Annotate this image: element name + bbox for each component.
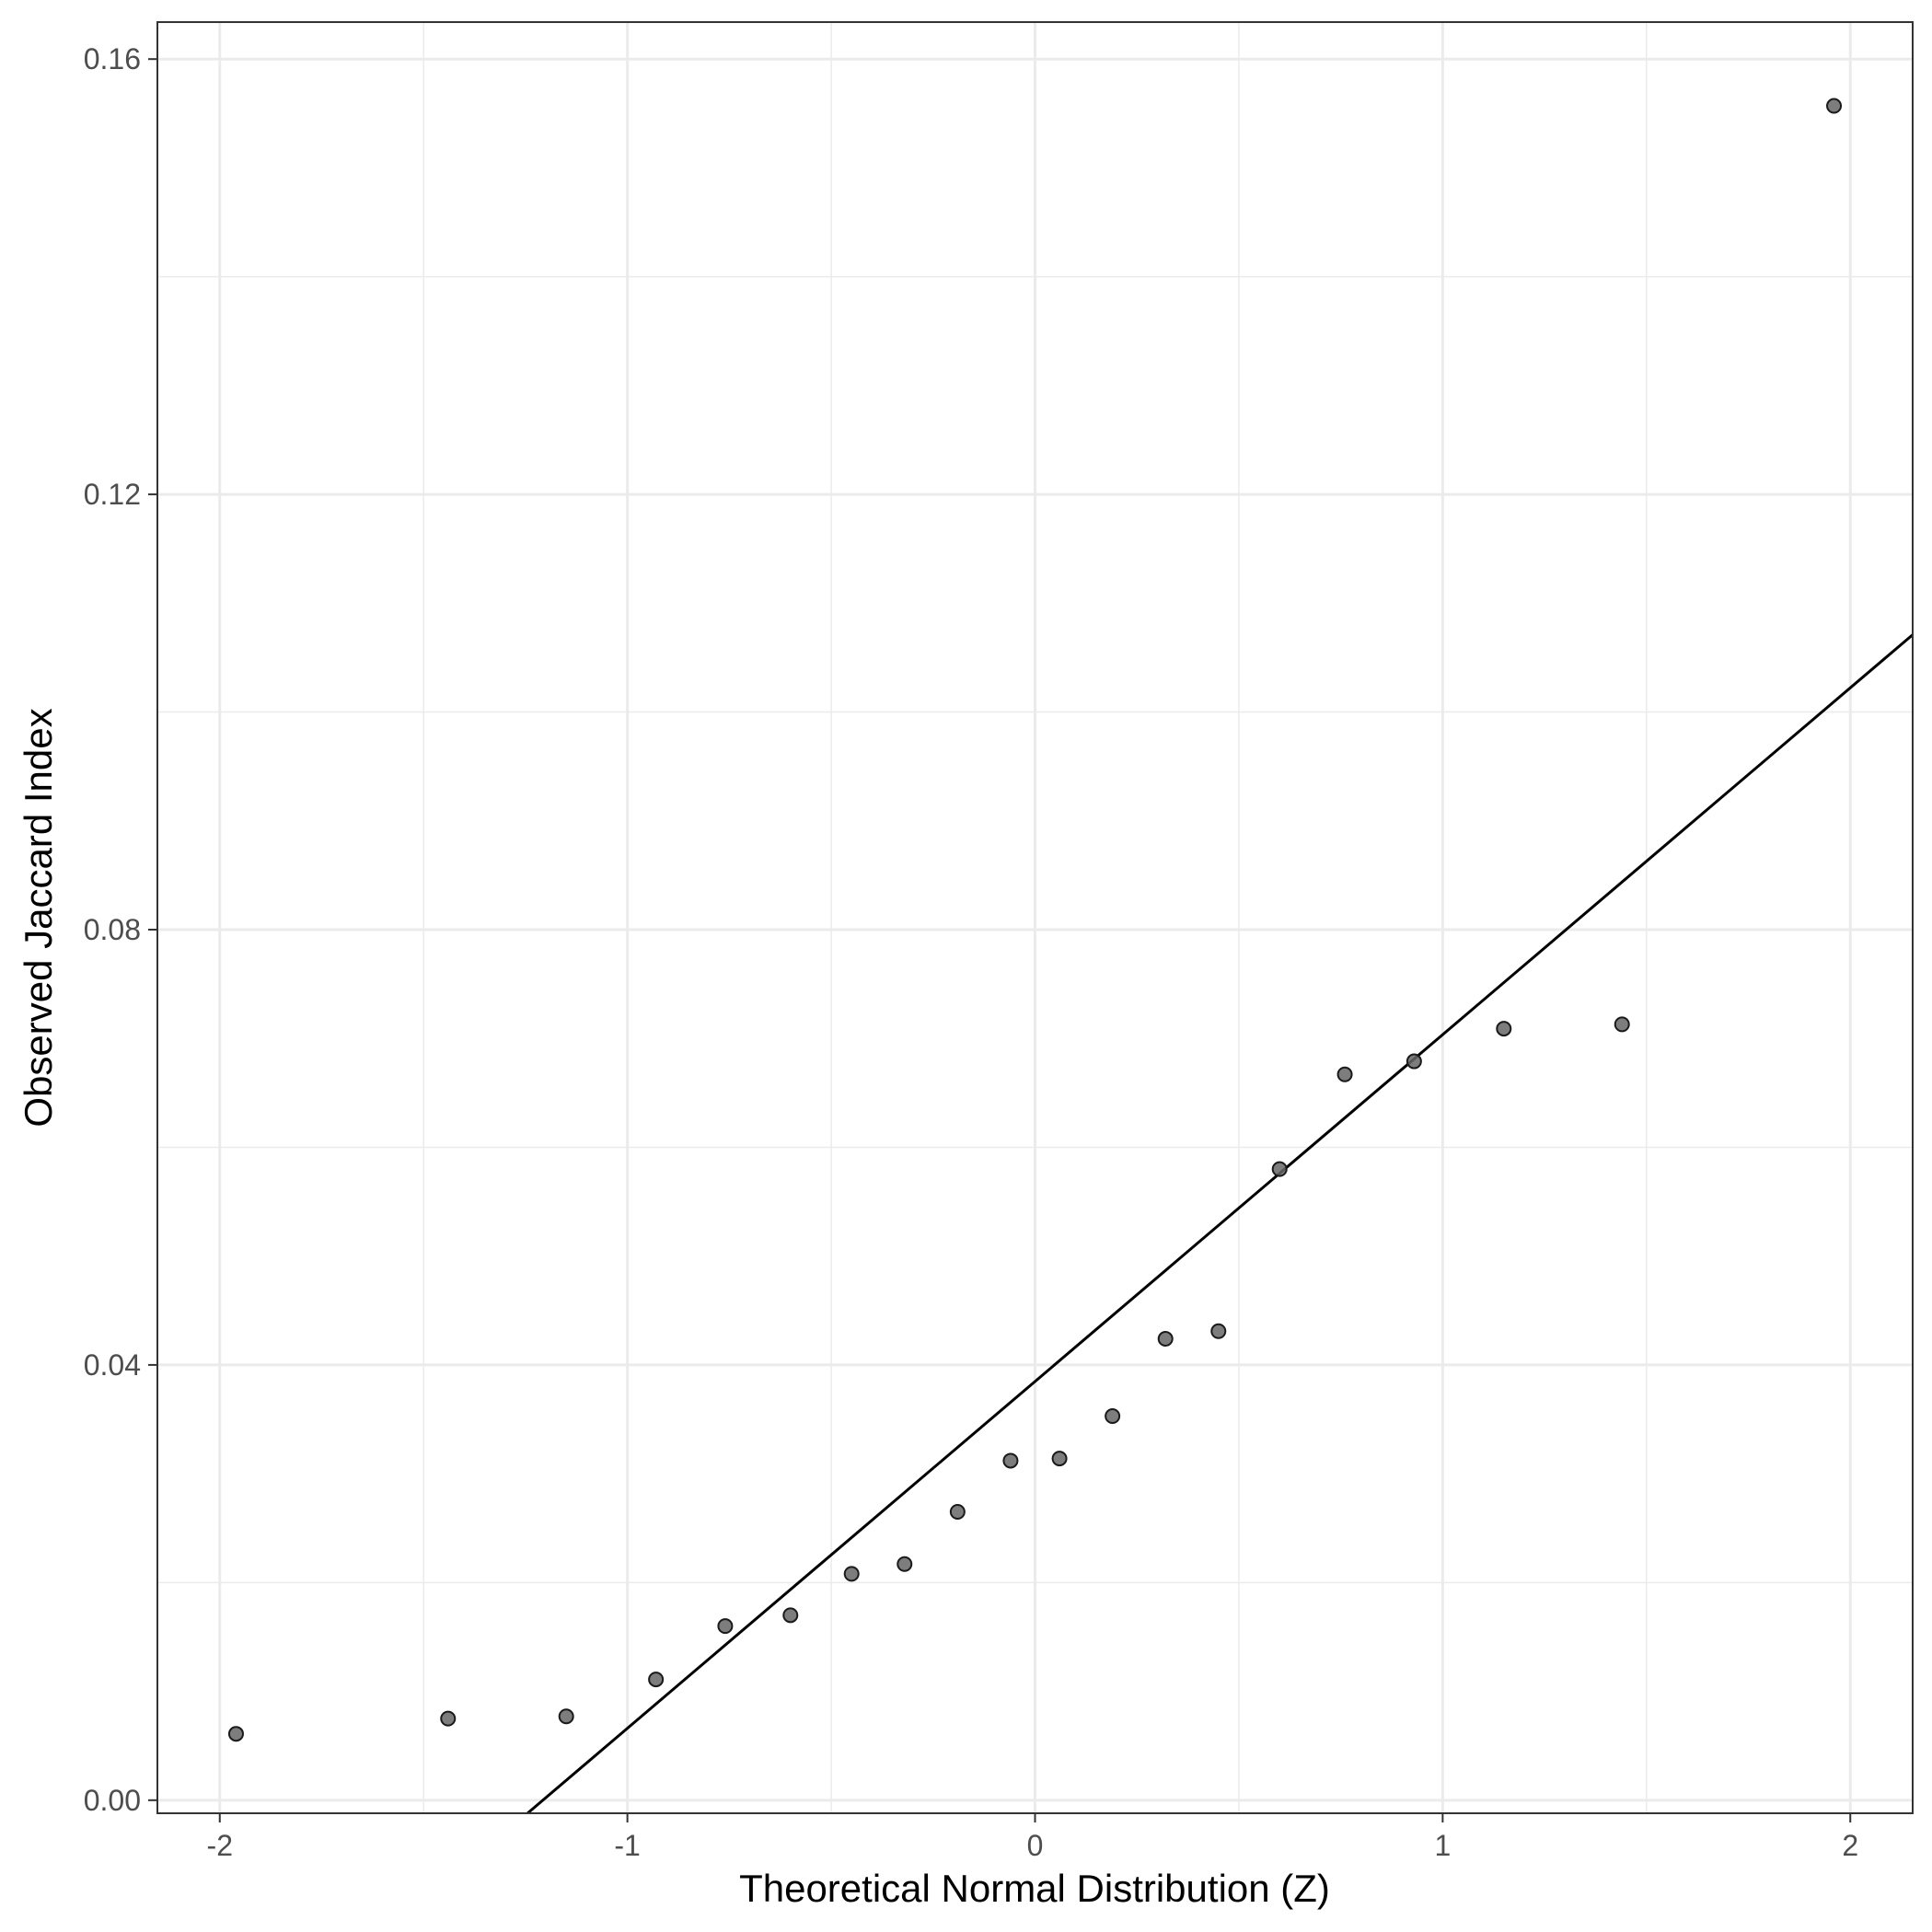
data-point	[1614, 1016, 1630, 1033]
data-point	[440, 1710, 457, 1727]
x-tick-label: -2	[207, 1829, 233, 1862]
x-axis: -2 -1 0 1 2	[207, 1813, 1858, 1862]
y-axis: 0.00 0.04 0.08 0.12 0.16	[84, 42, 157, 1817]
x-tick-label: -1	[614, 1829, 640, 1862]
reference-line-layer	[526, 633, 1914, 1815]
data-point	[1336, 1066, 1353, 1082]
data-point	[782, 1607, 799, 1624]
data-point	[1105, 1407, 1121, 1424]
y-axis-title: Observed Jaccard Index	[17, 708, 60, 1127]
data-point	[843, 1566, 860, 1582]
data-point	[648, 1672, 665, 1688]
data-point	[1826, 98, 1843, 114]
x-tick-label: 0	[1027, 1829, 1044, 1862]
data-point	[1496, 1021, 1512, 1037]
data-point	[1210, 1323, 1227, 1339]
data-point	[558, 1708, 574, 1725]
data-point	[1271, 1161, 1288, 1177]
y-tick-label: 0.12	[84, 478, 141, 511]
data-point	[1406, 1053, 1422, 1070]
data-points-layer	[227, 98, 1843, 1742]
data-point	[717, 1618, 734, 1635]
data-point	[1002, 1452, 1019, 1469]
y-tick-label: 0.04	[84, 1348, 141, 1382]
major-gridlines	[157, 22, 1913, 1813]
data-point	[1051, 1451, 1068, 1467]
data-point	[897, 1556, 913, 1572]
qq-reference-line	[526, 633, 1914, 1815]
x-tick-label: 2	[1842, 1829, 1858, 1862]
y-tick-label: 0.08	[84, 913, 141, 946]
x-axis-title: Theoretical Normal Distribution (Z)	[739, 1867, 1330, 1910]
x-tick-label: 1	[1434, 1829, 1451, 1862]
y-tick-label: 0.00	[84, 1784, 141, 1817]
y-tick-label: 0.16	[84, 42, 141, 75]
data-point	[949, 1504, 966, 1521]
data-point	[227, 1726, 244, 1742]
data-point	[1157, 1331, 1174, 1348]
